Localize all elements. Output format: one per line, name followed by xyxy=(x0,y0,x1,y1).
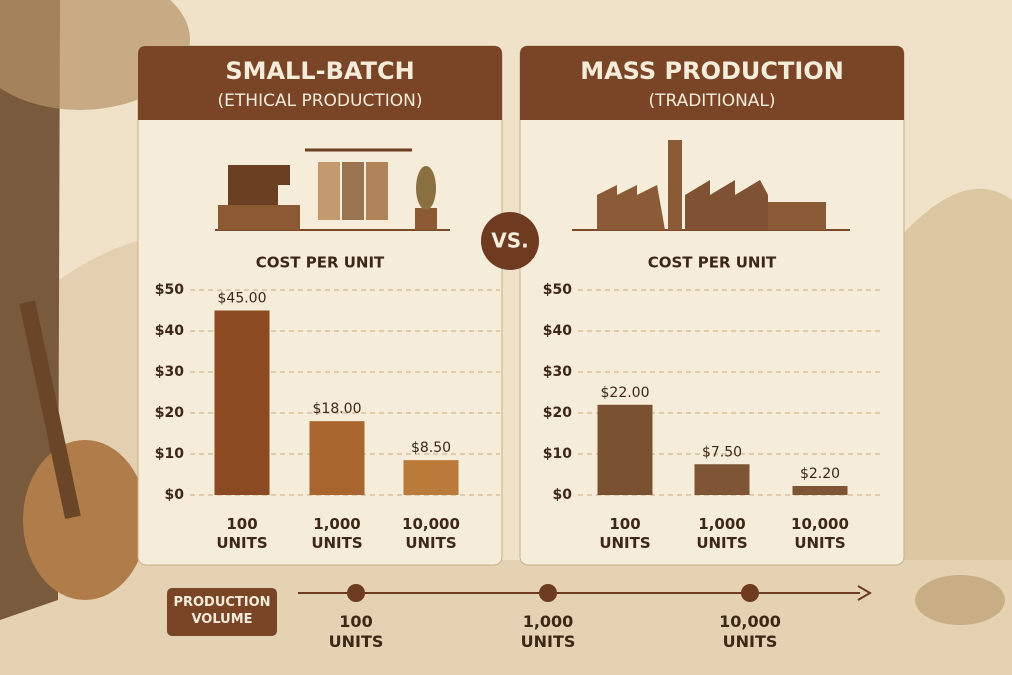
pot xyxy=(415,208,437,230)
sewing-machine xyxy=(228,165,290,205)
volume-tick-label: 1,000 UNITS xyxy=(520,612,576,651)
volume-label: PRODUCTION VOLUME xyxy=(173,595,271,627)
panel-title: SMALL-BATCH xyxy=(225,57,414,85)
x-tick-label: 10,000 UNITS xyxy=(402,515,460,552)
y-tick-label: $0 xyxy=(165,487,185,503)
y-tick-label: $20 xyxy=(155,405,184,421)
factory xyxy=(685,180,768,230)
guitar xyxy=(23,440,147,600)
shirt xyxy=(318,162,340,220)
chimney xyxy=(668,140,682,230)
value-label: $22.00 xyxy=(601,385,650,401)
volume-tick-label: 100 UNITS xyxy=(328,612,384,651)
vs-badge xyxy=(481,212,539,270)
arrow-head xyxy=(857,585,872,601)
x-tick-label: 10,000 UNITS xyxy=(791,515,849,552)
panel-subtitle: (TRADITIONAL) xyxy=(648,91,775,111)
y-tick-label: $50 xyxy=(543,282,572,298)
value-label: $2.20 xyxy=(800,466,840,482)
timeline-dot xyxy=(539,584,557,602)
timeline-dot xyxy=(741,584,759,602)
panel-header xyxy=(520,46,904,120)
panel-subtitle: (ETHICAL PRODUCTION) xyxy=(218,91,423,111)
value-label: $7.50 xyxy=(702,444,742,460)
hill xyxy=(880,188,1012,675)
value-label: $8.50 xyxy=(411,440,451,456)
y-tick-label: $0 xyxy=(553,487,573,503)
bar xyxy=(309,421,365,495)
x-tick-label: 1,000 UNITS xyxy=(311,515,363,552)
shirt xyxy=(342,162,364,220)
factory xyxy=(597,185,665,230)
panel-title: MASS PRODUCTION xyxy=(580,57,844,85)
y-tick-label: $20 xyxy=(543,405,572,421)
bar xyxy=(403,460,459,495)
factory xyxy=(768,202,826,230)
vs-text: VS. xyxy=(491,229,528,253)
shirt xyxy=(366,162,388,220)
bar xyxy=(214,310,270,495)
timeline-dot xyxy=(347,584,365,602)
y-tick-label: $10 xyxy=(543,446,572,462)
panel-header xyxy=(138,46,502,120)
x-tick-label: 100 UNITS xyxy=(599,515,651,552)
y-tick-label: $10 xyxy=(155,446,184,462)
sewing-table xyxy=(218,205,300,230)
bar xyxy=(597,404,653,495)
y-tick-label: $40 xyxy=(543,323,572,339)
rock xyxy=(915,575,1005,625)
y-tick-label: $30 xyxy=(543,364,572,380)
plant xyxy=(416,166,436,210)
volume-badge xyxy=(167,588,277,636)
value-label: $18.00 xyxy=(313,401,362,417)
y-tick-label: $30 xyxy=(155,364,184,380)
guitar-neck xyxy=(19,300,81,520)
y-tick-label: $40 xyxy=(155,323,184,339)
axis-label: COST PER UNIT xyxy=(256,254,385,272)
value-label: $45.00 xyxy=(218,291,267,307)
axis-label: COST PER UNIT xyxy=(648,254,777,272)
x-tick-label: 1,000 UNITS xyxy=(696,515,748,552)
bar xyxy=(792,485,848,495)
bar xyxy=(694,464,750,495)
volume-tick-label: 10,000 UNITS xyxy=(719,612,781,651)
x-tick-label: 100 UNITS xyxy=(216,515,268,552)
y-tick-label: $50 xyxy=(155,282,184,298)
